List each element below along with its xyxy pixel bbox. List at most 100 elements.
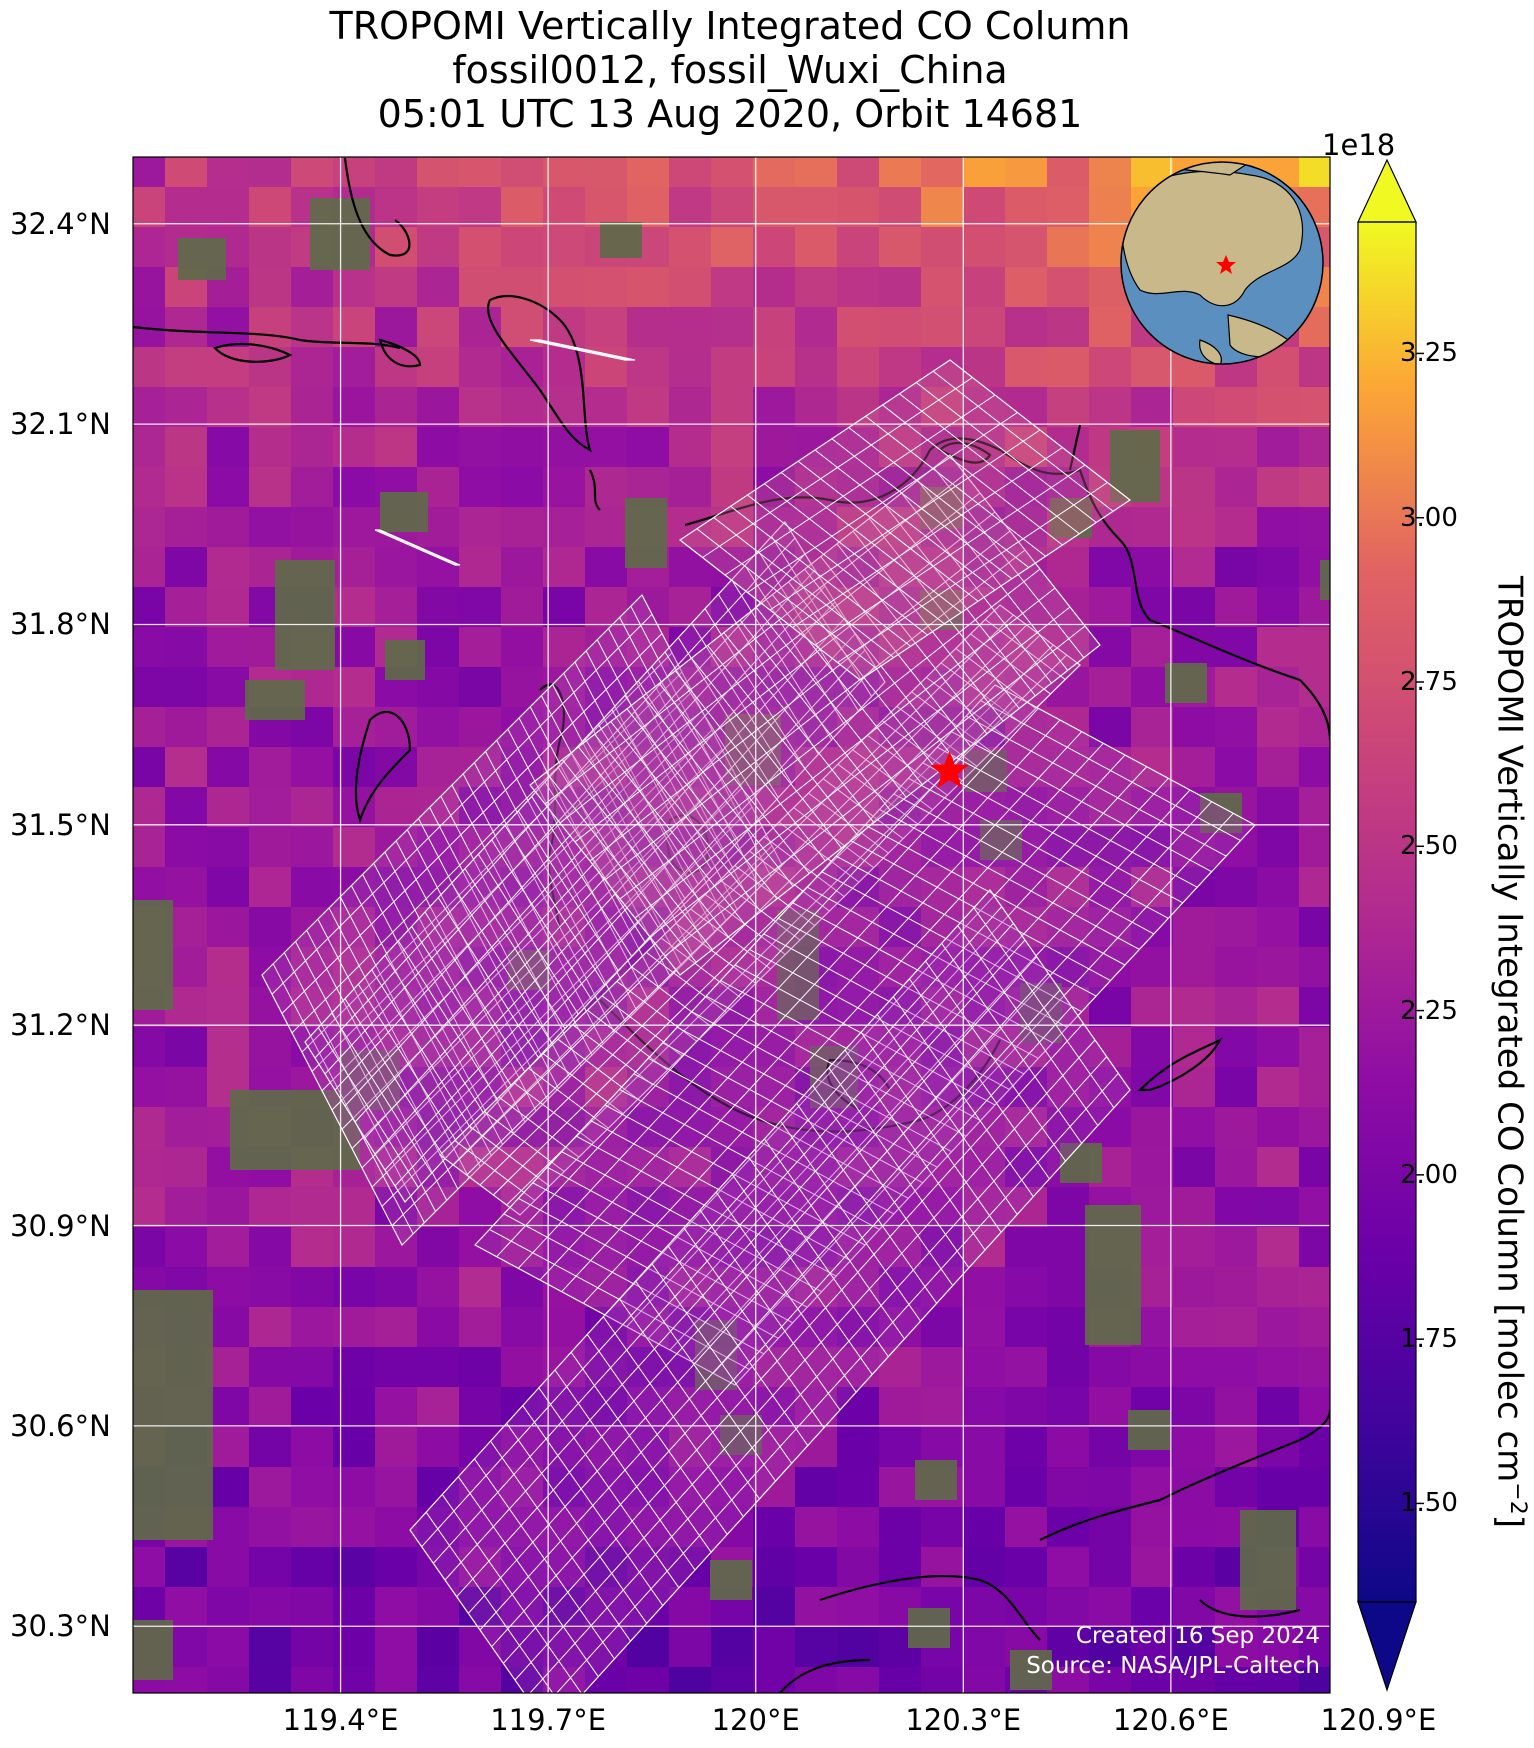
- co-cell: [1173, 1267, 1216, 1308]
- co-cell: [375, 267, 418, 308]
- co-cell: [585, 547, 628, 588]
- co-cell: [1047, 547, 1090, 588]
- co-cell: [795, 187, 838, 228]
- co-cell: [669, 387, 712, 428]
- co-cell: [207, 627, 250, 668]
- co-cell: [207, 427, 250, 468]
- co-cell: [879, 1427, 922, 1468]
- co-cell: [207, 947, 250, 988]
- co-cell: [837, 157, 880, 188]
- colorbar-ticks: [1416, 352, 1424, 1505]
- co-cell: [837, 907, 880, 948]
- co-cell: [1089, 747, 1132, 788]
- satellite-patch: [1165, 663, 1207, 703]
- co-cell: [543, 187, 586, 228]
- co-cell: [921, 227, 964, 268]
- co-cell: [501, 1587, 544, 1628]
- co-cell: [375, 1347, 418, 1388]
- co-cell: [753, 267, 796, 308]
- co-cell: [921, 157, 964, 188]
- co-cell: [207, 747, 250, 788]
- co-cell: [291, 157, 334, 188]
- co-cell: [1131, 1147, 1174, 1188]
- co-cell: [669, 267, 712, 308]
- co-cell: [1005, 1307, 1048, 1348]
- co-cell: [1215, 507, 1258, 548]
- co-cell: [1299, 467, 1330, 508]
- co-cell: [459, 1587, 502, 1628]
- co-cell: [1173, 947, 1216, 988]
- co-cell: [921, 1347, 964, 1388]
- co-cell: [417, 587, 460, 628]
- co-cell: [879, 1227, 922, 1268]
- co-cell: [795, 227, 838, 268]
- co-cell: [207, 347, 250, 388]
- co-cell: [963, 1307, 1006, 1348]
- co-cell: [963, 267, 1006, 308]
- co-cell: [333, 1427, 376, 1468]
- co-cell: [207, 1027, 250, 1068]
- co-cell: [1089, 707, 1132, 748]
- co-cell: [291, 1267, 334, 1308]
- co-cell: [1047, 1187, 1090, 1228]
- co-cell: [1173, 907, 1216, 948]
- co-cell: [1215, 547, 1258, 588]
- co-cell: [459, 707, 502, 748]
- co-cell: [669, 307, 712, 348]
- co-cell: [133, 1027, 166, 1068]
- co-cell: [1299, 867, 1330, 908]
- co-cell: [585, 427, 628, 468]
- co-cell: [459, 667, 502, 708]
- co-cell: [375, 157, 418, 188]
- co-cell: [627, 1547, 670, 1588]
- co-cell: [133, 827, 166, 868]
- co-cell: [501, 747, 544, 788]
- co-cell: [1047, 347, 1090, 388]
- co-cell: [207, 1387, 250, 1428]
- co-cell: [1047, 227, 1090, 268]
- co-cell: [1131, 707, 1174, 748]
- co-cell: [1005, 387, 1048, 428]
- co-cell: [249, 507, 292, 548]
- co-cell: [669, 157, 712, 188]
- co-cell: [795, 547, 838, 588]
- co-cell: [921, 347, 964, 388]
- co-cell: [1005, 1347, 1048, 1388]
- co-cell: [165, 1187, 208, 1228]
- co-cell: [1131, 1067, 1174, 1108]
- co-cell: [291, 1387, 334, 1428]
- co-cell: [921, 1147, 964, 1188]
- co-cell: [711, 1667, 754, 1693]
- co-cell: [1005, 1547, 1048, 1588]
- co-cell: [1257, 1307, 1300, 1348]
- co-cell: [1257, 1227, 1300, 1268]
- graticule: [133, 157, 1330, 1693]
- co-cell: [459, 467, 502, 508]
- co-cell: [1299, 387, 1330, 428]
- co-cell: [249, 987, 292, 1028]
- co-cell: [249, 227, 292, 268]
- co-cell: [1047, 1387, 1090, 1428]
- co-cell: [207, 827, 250, 868]
- co-cell: [795, 267, 838, 308]
- colorbar-title: TROPOMI Vertically Integrated CO Column …: [1490, 576, 1530, 1528]
- co-cell: [879, 1387, 922, 1428]
- co-cell: [1047, 1627, 1090, 1668]
- co-cell: [1173, 1107, 1216, 1148]
- co-cell: [1299, 157, 1330, 188]
- co-cell: [133, 1147, 166, 1188]
- co-cell: [333, 267, 376, 308]
- co-cell: [1005, 307, 1048, 348]
- co-cell: [375, 1587, 418, 1628]
- co-cell: [963, 587, 1006, 628]
- co-cell: [837, 1347, 880, 1388]
- co-cell: [543, 627, 586, 668]
- co-cell: [133, 1187, 166, 1228]
- co-cell: [417, 1587, 460, 1628]
- title-line-3: 05:01 UTC 13 Aug 2020, Orbit 14681: [377, 92, 1083, 136]
- satellite-patch: [1320, 560, 1330, 600]
- co-cell: [1257, 1347, 1300, 1388]
- co-cell: [375, 1667, 418, 1693]
- co-cell: [1131, 907, 1174, 948]
- co-cell: [1005, 347, 1048, 388]
